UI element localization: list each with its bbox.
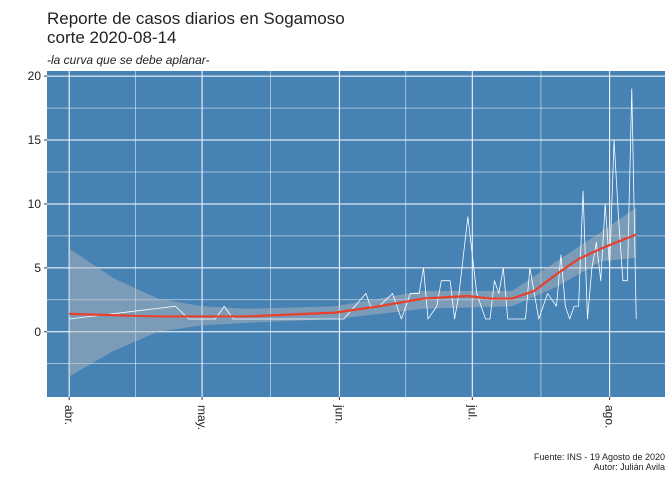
data-line	[69, 233, 637, 318]
plot-panel	[47, 71, 665, 397]
x-tick-label: jun.	[332, 404, 346, 424]
chart-title: Reporte de casos diarios en Sogamoso	[47, 9, 345, 28]
y-tick-label: 5	[34, 261, 41, 275]
x-tick-label: abr.	[62, 405, 76, 425]
y-tick-label: 20	[28, 69, 42, 83]
x-tick-label: ago.	[603, 405, 617, 428]
chart-subtitle: -la curva que se debe aplanar-	[47, 53, 210, 67]
caption: Fuente: INS - 19 Agosto de 2020	[534, 452, 665, 462]
y-tick-label: 15	[28, 133, 42, 147]
y-tick-label: 10	[28, 197, 42, 211]
x-tick-label: jul.	[465, 404, 479, 420]
y-tick-label: 0	[34, 325, 41, 339]
data-line	[69, 88, 637, 320]
x-tick-label: may.	[195, 405, 209, 430]
confidence-band	[69, 207, 637, 377]
chart-title: corte 2020-08-14	[47, 28, 176, 47]
caption: Autor: Julián Avila	[594, 462, 665, 472]
